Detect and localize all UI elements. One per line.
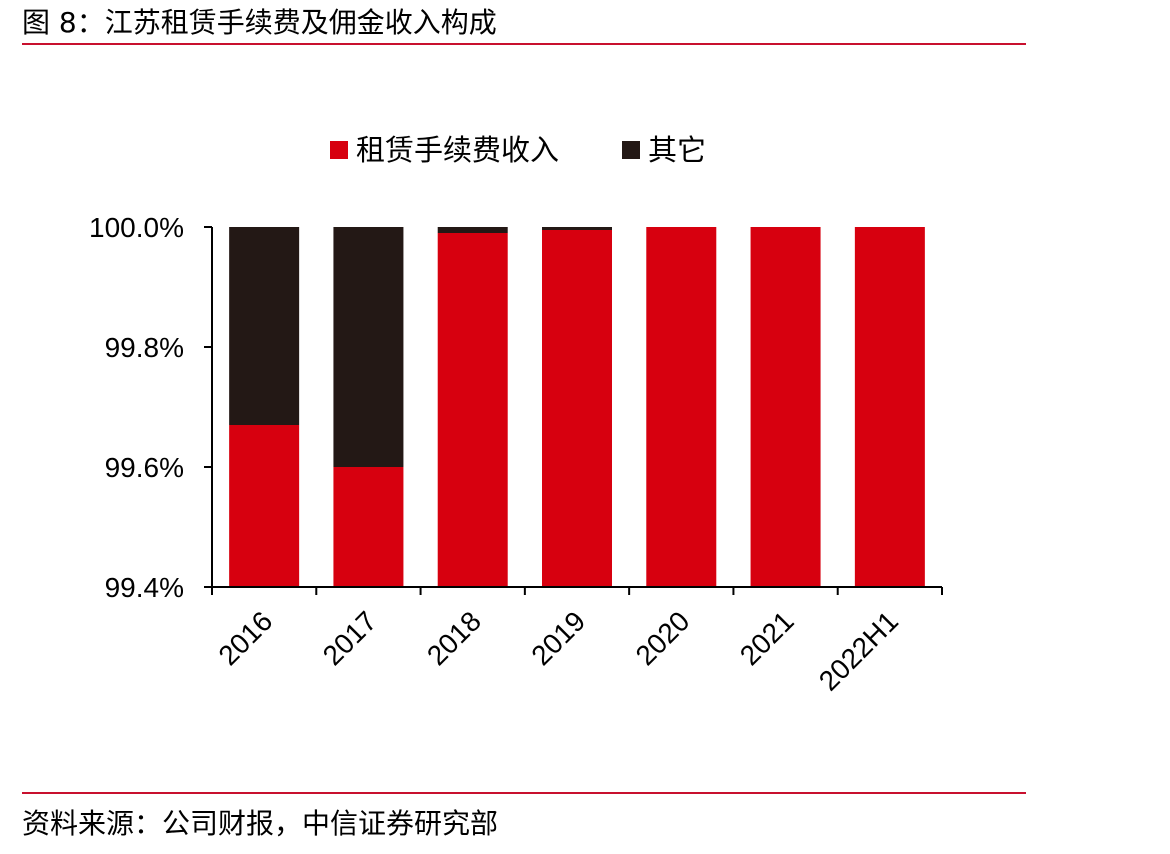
source-note: 资料来源：公司财报，中信证券研究部 bbox=[22, 807, 499, 840]
axes-group bbox=[204, 226, 943, 595]
source-rule bbox=[22, 792, 1026, 794]
legend-swatch-other bbox=[622, 141, 640, 159]
title-rule bbox=[22, 43, 1026, 45]
x-tick-label: 2016 bbox=[212, 605, 278, 671]
y-tick-label: 99.6% bbox=[105, 452, 184, 483]
x-tick-label: 2020 bbox=[630, 605, 696, 671]
bar-main-2021 bbox=[750, 227, 821, 587]
x-tick-labels: 2016 2017 2018 2019 2020 2021 2022H1 bbox=[212, 605, 904, 696]
x-tick-label: 2018 bbox=[421, 605, 487, 671]
legend-label-main: 租赁手续费收入 bbox=[356, 133, 559, 167]
bar-other-2019 bbox=[542, 227, 612, 230]
bar-main-2020 bbox=[646, 227, 717, 587]
bar-other-2018 bbox=[437, 227, 508, 233]
bar-main-2018 bbox=[437, 233, 508, 587]
x-tick-label: 2021 bbox=[734, 605, 800, 671]
x-tick-label: 2019 bbox=[525, 605, 591, 671]
bar-other-2017 bbox=[333, 227, 404, 467]
legend-label-other: 其它 bbox=[648, 133, 706, 167]
y-tick-label: 99.8% bbox=[105, 332, 184, 363]
bars-group bbox=[229, 227, 925, 587]
y-tick-label: 100.0% bbox=[89, 212, 184, 243]
legend-swatch-main bbox=[330, 141, 348, 159]
bar-main-2016 bbox=[229, 425, 300, 587]
x-tick-label: 2017 bbox=[317, 605, 383, 671]
chart-legend: 租赁手续费收入 其它 bbox=[330, 133, 706, 167]
bar-main-2019 bbox=[542, 230, 612, 587]
bar-main-2022H1 bbox=[854, 227, 925, 587]
y-tick-label: 99.4% bbox=[105, 572, 184, 603]
bar-other-2016 bbox=[229, 227, 300, 425]
bar-main-2017 bbox=[333, 467, 404, 587]
figure-title: 图 8：江苏租赁手续费及佣金收入构成 bbox=[22, 6, 497, 39]
y-tick-labels: 99.4% 99.6% 99.8% 100.0% bbox=[89, 212, 184, 603]
x-tick-label: 2022H1 bbox=[813, 605, 904, 696]
